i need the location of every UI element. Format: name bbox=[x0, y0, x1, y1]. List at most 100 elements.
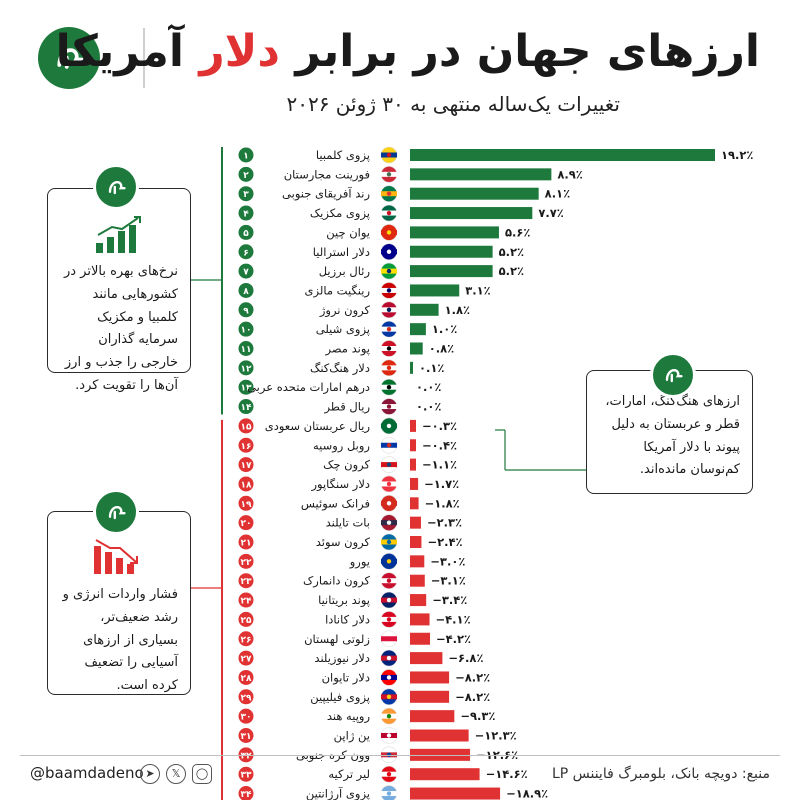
callout-left-bottom-text: فشار واردات انرژی و رشد ضعیف‌تر، بسیاری … bbox=[62, 587, 178, 693]
flag-icon bbox=[380, 785, 398, 800]
flag-icon bbox=[380, 494, 398, 512]
flag-emblem bbox=[386, 230, 392, 235]
rank-label: ۱۲ bbox=[241, 364, 252, 374]
flag-icon bbox=[380, 282, 398, 299]
value-label: ۰.۰٪ bbox=[416, 380, 441, 394]
callout-left-top-logo bbox=[93, 164, 139, 210]
decline-chart-icon bbox=[94, 539, 138, 574]
growth-chart-icon bbox=[96, 216, 141, 253]
flag-icon bbox=[380, 611, 398, 628]
rank-label: ۲۱ bbox=[241, 539, 252, 549]
flag-emblem bbox=[386, 172, 392, 177]
title-accent: دلار bbox=[199, 26, 280, 77]
flag-band bbox=[381, 152, 397, 158]
currency-name: کرون سوئد bbox=[316, 535, 371, 550]
rank-badge bbox=[238, 515, 254, 531]
flag-band bbox=[381, 346, 397, 351]
flag-emblem bbox=[386, 791, 392, 796]
flag-emblem bbox=[386, 268, 392, 274]
value-label: −۰.۳٪ bbox=[422, 419, 457, 433]
currency-name: پزوی کلمبیا bbox=[316, 148, 370, 163]
rank-badge bbox=[238, 766, 254, 782]
callout-left-bottom: فشار واردات انرژی و رشد ضعیف‌تر، بسیاری … bbox=[47, 511, 191, 695]
flag-band bbox=[381, 636, 397, 642]
flag-emblem bbox=[386, 288, 392, 293]
rank-badge bbox=[238, 360, 254, 376]
value-label: ۵.۲٪ bbox=[499, 264, 524, 278]
rank-label: ۱۵ bbox=[241, 422, 252, 432]
bar bbox=[410, 149, 715, 161]
rank-badge bbox=[238, 147, 254, 163]
rank-label: ۵ bbox=[243, 229, 249, 239]
rank-label: ۱۰ bbox=[241, 326, 252, 336]
bar bbox=[410, 439, 416, 452]
flag-band bbox=[381, 404, 397, 410]
bar bbox=[410, 265, 493, 278]
bar bbox=[410, 594, 427, 607]
currency-name: دلار سنگاپور bbox=[310, 477, 370, 492]
rank-badge bbox=[238, 689, 254, 705]
bar bbox=[410, 168, 552, 181]
flag-emblem bbox=[386, 578, 392, 583]
rank-badge bbox=[238, 495, 254, 511]
flag-band bbox=[381, 694, 397, 700]
value-label: ۵.۲٪ bbox=[499, 245, 524, 259]
rank-badge bbox=[238, 379, 254, 395]
flag-band bbox=[381, 423, 397, 429]
bar bbox=[410, 787, 501, 800]
value-label: −۱۸.۹٪ bbox=[506, 787, 548, 800]
flag-icon bbox=[380, 204, 398, 222]
currency-name: پوند بریتانیا bbox=[318, 593, 370, 608]
rank-badge bbox=[238, 321, 254, 337]
flag-icon bbox=[380, 378, 398, 396]
bar bbox=[410, 652, 443, 665]
value-label: −۱.۱٪ bbox=[422, 458, 457, 472]
flag-icon bbox=[380, 572, 398, 590]
value-label: ۳.۱٪ bbox=[465, 283, 490, 297]
currency-name: لیر ترکیه bbox=[328, 767, 370, 782]
flag-band bbox=[381, 655, 397, 661]
callout-left-bottom-logo bbox=[93, 489, 139, 535]
x-icon[interactable]: 𝕏 bbox=[166, 764, 186, 784]
callout-left-top-text: نرخ‌های بهره بالاتر در کشورهایی مانند کل… bbox=[63, 264, 178, 393]
rank-label: ۲۶ bbox=[241, 635, 252, 645]
currency-name: کرون دانمارک bbox=[303, 574, 371, 589]
telegram-icon[interactable]: ➤ bbox=[140, 764, 160, 784]
flag-band bbox=[381, 384, 397, 390]
flag-icon bbox=[380, 765, 398, 783]
rank-label: ۲۵ bbox=[241, 616, 252, 626]
flag-band bbox=[381, 791, 397, 797]
bar bbox=[410, 768, 480, 781]
flag-icon bbox=[380, 591, 398, 609]
flag-emblem bbox=[386, 365, 392, 371]
social-handle[interactable]: @baamdadeno bbox=[30, 764, 144, 782]
rank-badge bbox=[238, 186, 254, 202]
rank-label: ۳۴ bbox=[241, 790, 252, 800]
flag-emblem bbox=[386, 385, 392, 390]
rank-badge bbox=[238, 302, 254, 318]
rank-label: ۳۰ bbox=[241, 713, 252, 723]
value-label: −۰.۴٪ bbox=[422, 438, 457, 452]
flag-band bbox=[381, 616, 397, 622]
currency-name: روپیه هند bbox=[327, 709, 370, 724]
flag-emblem bbox=[386, 520, 392, 525]
flag-icon bbox=[380, 340, 398, 357]
flag-emblem bbox=[386, 191, 392, 196]
flag-band bbox=[381, 558, 397, 564]
title-part1: ارزهای جهان در برابر bbox=[295, 26, 760, 77]
rank-label: ۶ bbox=[243, 248, 249, 258]
flag-band bbox=[381, 442, 397, 448]
instagram-icon[interactable]: ◯ bbox=[192, 764, 212, 784]
flag-icon bbox=[380, 727, 398, 744]
flag-band bbox=[381, 268, 397, 274]
header-divider bbox=[143, 28, 145, 88]
flag-icon bbox=[380, 707, 398, 725]
value-label: −۳.۴٪ bbox=[432, 593, 467, 607]
bar bbox=[410, 284, 460, 297]
flag-band bbox=[381, 733, 397, 738]
flag-emblem bbox=[386, 655, 392, 661]
rank-badge bbox=[238, 553, 254, 569]
rank-label: ۲۲ bbox=[241, 558, 252, 568]
flag-icon bbox=[380, 475, 398, 493]
bar bbox=[410, 729, 469, 742]
